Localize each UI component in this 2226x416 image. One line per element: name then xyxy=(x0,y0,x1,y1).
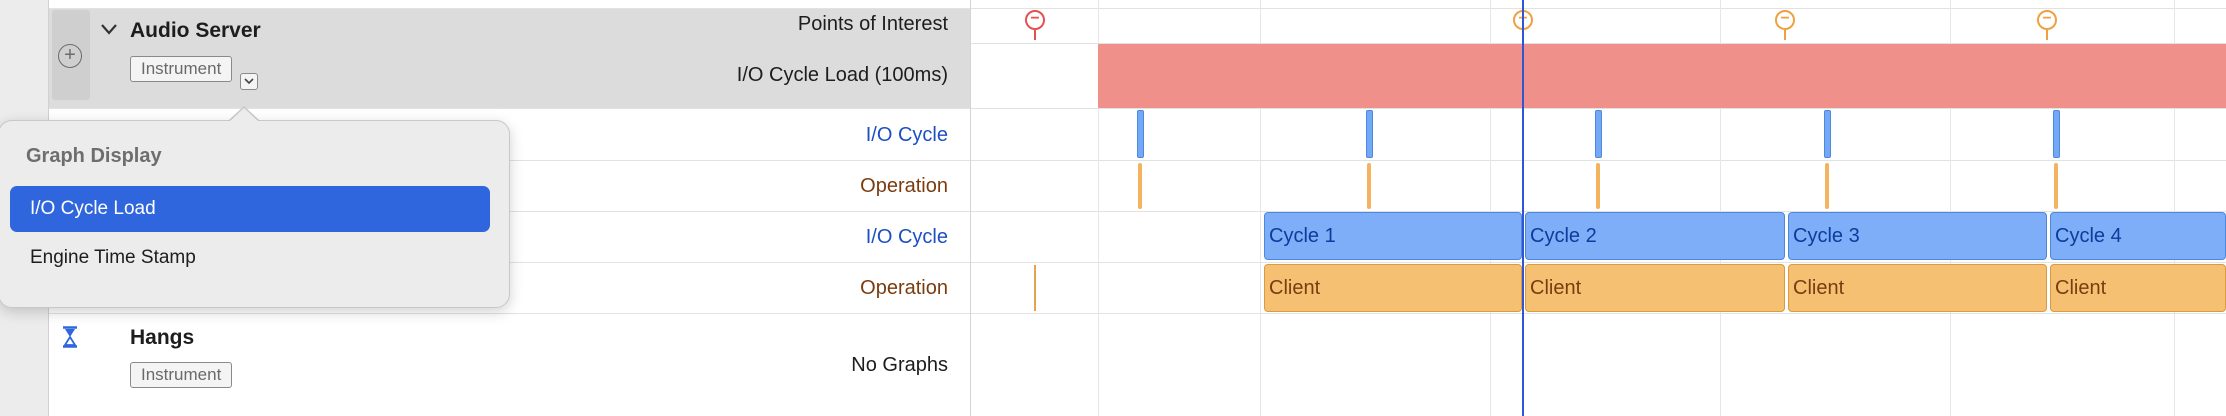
column-separator xyxy=(970,0,971,416)
poi-stem xyxy=(2046,30,2048,40)
hangs-title: Hangs xyxy=(130,326,195,349)
plus-circle-icon[interactable]: + xyxy=(58,44,82,68)
io-cycle-tick[interactable] xyxy=(2053,110,2060,158)
operation-tick[interactable] xyxy=(1825,163,1829,209)
popover-title: Graph Display xyxy=(26,145,162,167)
cycle-interval[interactable]: Cycle 3 xyxy=(1788,212,2047,260)
io-cycle-load-label: I/O Cycle Load (100ms) xyxy=(736,64,948,86)
graph-option-engine-time-stamp[interactable]: Engine Time Stamp xyxy=(30,247,196,268)
audio-server-badge: Instrument xyxy=(130,56,233,82)
no-graphs-label: No Graphs xyxy=(851,354,948,376)
client-interval[interactable]: Client xyxy=(1788,264,2047,312)
minus-circle-icon[interactable]: − xyxy=(1775,10,1795,30)
cycle-interval[interactable]: Cycle 1 xyxy=(1264,212,1522,260)
hangs-badge: Instrument xyxy=(130,362,233,388)
operation-tick[interactable] xyxy=(1367,163,1371,209)
io-cycle-tick[interactable] xyxy=(1137,110,1144,158)
io-cycle-tick[interactable] xyxy=(1824,110,1831,158)
cycle-interval[interactable]: Cycle 4 xyxy=(2050,212,2226,260)
chevron-down-icon[interactable] xyxy=(100,20,118,41)
points-of-interest-label: Points of Interest xyxy=(797,13,948,35)
operation-label: Operation xyxy=(860,175,948,197)
grid-line xyxy=(1098,0,1099,416)
io-cycle-label: I/O Cycle xyxy=(865,124,948,146)
row-divider xyxy=(490,262,2226,263)
grid-line xyxy=(1260,0,1261,416)
grid-line xyxy=(1950,0,1951,416)
playhead[interactable] xyxy=(1522,0,1524,416)
graph-display-dropdown-button[interactable] xyxy=(240,73,258,90)
minus-circle-icon[interactable]: − xyxy=(2037,10,2057,30)
cycle-interval[interactable]: Cycle 2 xyxy=(1525,212,1785,260)
io-cycle-label: I/O Cycle xyxy=(865,226,948,248)
audio-server-title: Audio Server xyxy=(130,19,261,42)
poi-stem xyxy=(1034,30,1036,40)
row-divider xyxy=(490,211,2226,212)
row-divider xyxy=(49,313,2226,314)
popover-arrow xyxy=(230,108,258,121)
client-interval[interactable]: Client xyxy=(1525,264,1785,312)
poi-stem xyxy=(1784,30,1786,40)
client-interval[interactable]: Client xyxy=(2050,264,2226,312)
hourglass-icon xyxy=(62,326,78,348)
row-divider xyxy=(490,160,2226,161)
operation-tick[interactable] xyxy=(2054,163,2058,209)
client-interval[interactable]: Client xyxy=(1264,264,1522,312)
grid-line xyxy=(1720,0,1721,416)
grid-line xyxy=(2174,0,2175,416)
operation-tick[interactable] xyxy=(1596,163,1600,209)
grid-line xyxy=(1490,0,1491,416)
row-divider xyxy=(49,108,2226,109)
row-divider xyxy=(49,8,2226,9)
io-cycle-tick[interactable] xyxy=(1366,110,1373,158)
operation-tick[interactable] xyxy=(1138,163,1142,209)
operation-label: Operation xyxy=(860,277,948,299)
graph-option-io-cycle-load[interactable]: I/O Cycle Load xyxy=(10,186,490,232)
io-cycle-load-bar[interactable] xyxy=(1098,44,2226,108)
row-divider xyxy=(970,43,2226,44)
minus-circle-icon[interactable]: − xyxy=(1025,10,1045,30)
operation-marker xyxy=(1034,265,1036,311)
io-cycle-tick[interactable] xyxy=(1595,110,1602,158)
